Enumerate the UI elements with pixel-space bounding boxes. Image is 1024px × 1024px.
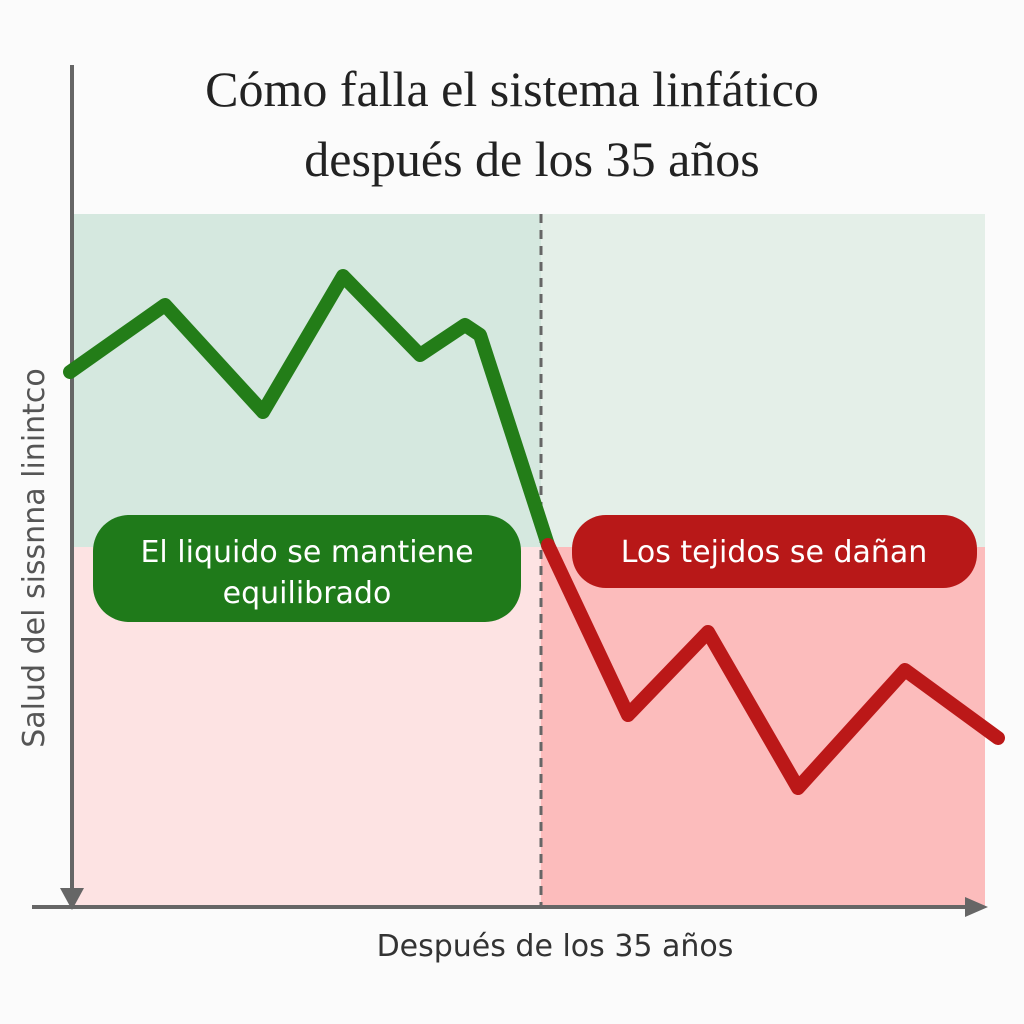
healthy-pill [93,515,521,622]
zone-healthy-top [72,214,541,547]
damaged-line [541,538,1005,795]
healthy-line [63,269,555,552]
title-line-2: después de los 35 años [304,131,760,187]
title-line-1: Cómo falla el sistema linfático [205,61,819,117]
damaged-label: Los tejidos se dañan [621,535,928,570]
healthy-label-1: El liquido se mantiene [140,535,473,570]
healthy-label-2: equilibrado [223,576,392,611]
y-axis-label: Salud del sissnna linintco [17,368,52,748]
zone-right-top [541,214,985,547]
x-axis-arrow [965,897,988,917]
y-axis-arrow [60,888,84,910]
damaged-pill [572,515,977,588]
x-axis-label: Después de los 35 años [377,929,734,964]
